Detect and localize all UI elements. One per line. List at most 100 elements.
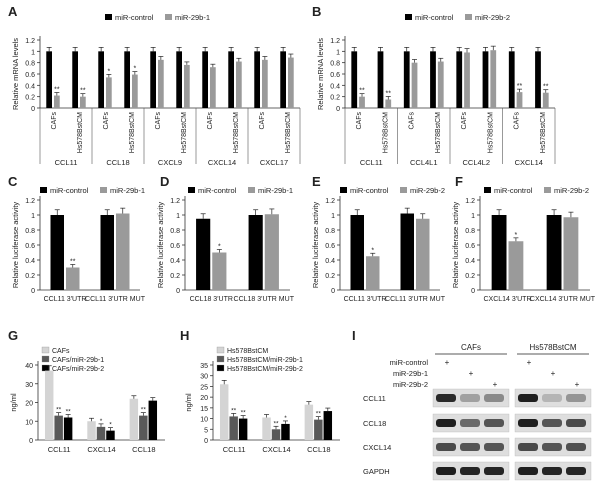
legend-swatch-treated xyxy=(248,187,255,193)
significance-mark: ** xyxy=(141,407,147,414)
blot-band xyxy=(484,394,504,402)
legend-swatch xyxy=(41,355,50,363)
x-item-label: CAFs xyxy=(409,112,416,130)
x-category-label: CCL11 3'UTR xyxy=(44,296,87,303)
bar-series-2 xyxy=(323,411,333,440)
x-group-label: CCL11 xyxy=(360,158,383,167)
bar-control xyxy=(546,215,562,290)
y-tick-label: 35 xyxy=(200,363,208,370)
y-tick-label: 1.2 xyxy=(325,198,335,205)
legend-label-treated: miR-29b-1 xyxy=(175,13,210,22)
panel-letter-d: D xyxy=(160,174,169,189)
legend-label-control: miR-control xyxy=(198,186,237,195)
panel-letter-g: G xyxy=(8,328,18,343)
blot-sign: + xyxy=(575,380,580,389)
legend-label-treated: miR-29b-1 xyxy=(110,186,145,195)
charts-layer: 0 0.2 0.4 0.6 0.8 1 1.2 Relative mRNA levels miR… xyxy=(9,13,596,454)
x-group-label: CCL4L1 xyxy=(410,158,438,167)
significance-mark: ** xyxy=(70,259,76,266)
significance-mark: * xyxy=(109,422,112,429)
bar-control xyxy=(535,51,541,108)
legend-swatch-treated xyxy=(465,14,472,20)
y-tick-label: 0 xyxy=(336,106,340,113)
x-item-label: Hs578BstCM xyxy=(181,112,188,153)
y-axis-label: Relative mRNA levels xyxy=(316,38,325,110)
y-tick-label: 0.6 xyxy=(170,243,180,250)
bar-control xyxy=(72,51,78,108)
bar-control xyxy=(430,51,436,108)
y-tick-label: 0.2 xyxy=(25,273,35,280)
chart-panel-f: 0 0.2 0.4 0.6 0.8 1 1.2 Relative luciferase act… xyxy=(451,186,596,303)
x-group-label: CCL4L2 xyxy=(462,158,490,167)
y-tick-label: 0 xyxy=(31,106,35,113)
panel-letter-c: C xyxy=(8,174,18,189)
bar-control xyxy=(403,51,410,108)
legend-label-treated: miR-29b-2 xyxy=(475,13,510,22)
x-category-label: CCL11 3'UTR xyxy=(344,296,387,303)
bar-treated xyxy=(508,241,524,290)
y-tick-label: 0.2 xyxy=(25,95,35,102)
chart-panel-e: 0 0.2 0.4 0.6 0.8 1 1.2 Relative luciferase act… xyxy=(311,186,446,303)
y-tick-label: 15 xyxy=(200,406,208,413)
blot-row-header: miR-29b-2 xyxy=(393,380,428,389)
bar-control xyxy=(202,51,208,108)
significance-mark: ** xyxy=(273,420,279,427)
bar-control xyxy=(248,215,263,290)
y-tick-label: 0.2 xyxy=(325,273,335,280)
blot-band xyxy=(518,467,538,475)
y-tick-label: 1 xyxy=(336,49,340,56)
bar-treated xyxy=(54,95,60,108)
blot-band xyxy=(460,443,480,451)
bar-control xyxy=(46,51,52,108)
bar-control xyxy=(150,51,156,108)
blot-band xyxy=(436,443,456,451)
y-tick-label: 20 xyxy=(25,401,33,408)
x-item-label: CAFs xyxy=(155,112,162,130)
legend-label-control: miR-control xyxy=(115,13,154,22)
legend-label: CAFs/miR-29b-2 xyxy=(52,366,104,373)
x-item-label: CAFs xyxy=(259,112,266,130)
bar-treated xyxy=(385,99,392,108)
bar-treated xyxy=(542,92,549,108)
y-tick-label: 0.2 xyxy=(170,273,180,280)
y-tick-label: 40 xyxy=(25,363,33,370)
y-tick-label: 0 xyxy=(471,288,475,295)
bar-control xyxy=(482,51,489,108)
blot-band xyxy=(436,467,456,475)
blot-sign: + xyxy=(445,358,450,367)
blot-sign: + xyxy=(469,369,474,378)
y-tick-label: 0.8 xyxy=(25,61,35,68)
significance-mark: ** xyxy=(80,88,86,95)
legend-swatch xyxy=(216,364,225,372)
x-item-label: CAFs xyxy=(103,112,110,130)
y-tick-label: 1 xyxy=(31,49,35,56)
bar-treated xyxy=(411,62,418,108)
panel-letter-b: B xyxy=(312,4,321,19)
y-tick-label: 0 xyxy=(176,288,180,295)
bar-control xyxy=(98,51,104,108)
y-tick-label: 0 xyxy=(204,438,208,445)
y-tick-label: 1 xyxy=(176,213,180,220)
y-tick-label: 0.2 xyxy=(465,273,475,280)
bar-control xyxy=(400,213,414,290)
blot-band xyxy=(566,443,586,451)
significance-mark: * xyxy=(515,232,518,239)
blot-band xyxy=(566,394,586,402)
x-item-label: CAFs xyxy=(356,112,363,130)
legend-swatch-control xyxy=(405,14,412,20)
bar-treated xyxy=(563,217,579,290)
chart-panel-h: 0 5 10 15 20 25 30 35 ng/ml Hs578BstCM Hs578BstCM/… xyxy=(184,346,340,454)
bar-series-0 xyxy=(219,384,229,440)
blot-sign: + xyxy=(551,369,556,378)
legend-label-control: miR-control xyxy=(350,186,389,195)
y-tick-label: 30 xyxy=(25,382,33,389)
x-item-label: Hs578BstCM xyxy=(129,112,136,153)
legend-label-control: miR-control xyxy=(494,186,533,195)
bar-treated xyxy=(106,77,112,108)
significance-mark: ** xyxy=(66,409,72,416)
y-tick-label: 25 xyxy=(200,384,208,391)
significance-mark: * xyxy=(100,418,103,425)
bar-control xyxy=(456,51,463,108)
bar-treated xyxy=(437,61,444,108)
